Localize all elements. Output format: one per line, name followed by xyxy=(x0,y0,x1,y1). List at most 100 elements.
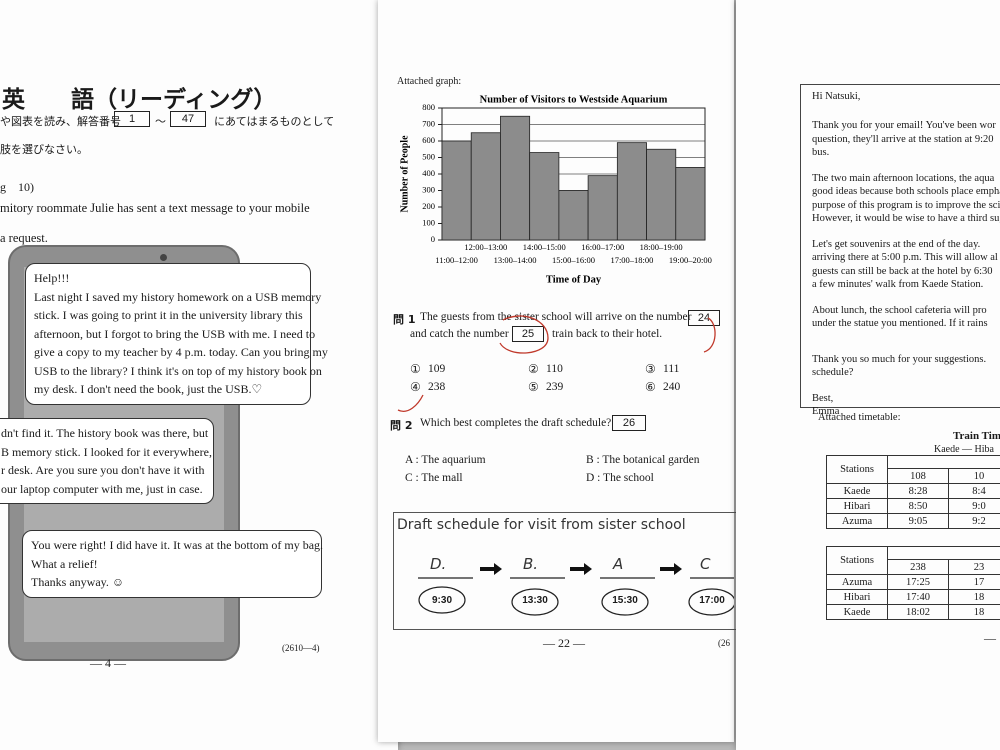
option-number: ② xyxy=(528,362,539,376)
text-line: B memory stick. I looked for it everywhe… xyxy=(1,444,212,459)
draft-answer: D. xyxy=(430,555,447,573)
table-row: 108 10 xyxy=(827,468,1000,484)
y-tick-label: 800 xyxy=(422,102,435,112)
option: B : The botanical garden xyxy=(586,454,700,466)
page-code: (2610—4) xyxy=(282,643,320,653)
instruction: や図表を読み、解答番号 xyxy=(0,115,121,128)
text-line: Let's get souvenirs at the end of the da… xyxy=(812,238,981,250)
timetable: Stations 238 23 Azuma 17:25 17 Hibari 17:40 18 Ka… xyxy=(826,546,1000,620)
x-tick-label: 12:00–13:00 xyxy=(464,242,507,252)
bar xyxy=(470,132,501,241)
x-tick-label: 13:00–14:00 xyxy=(494,255,537,265)
arrow xyxy=(480,563,502,575)
draft-title: Draft schedule for visit from sister sch… xyxy=(397,517,686,533)
text-line: good ideas because both schools place em… xyxy=(812,186,1000,197)
time-oval xyxy=(511,588,559,616)
option-value: 239 xyxy=(546,381,564,393)
cell: Kaede xyxy=(826,604,888,620)
text-line: our laptop computer with me, just in cas… xyxy=(1,481,203,496)
red-marks xyxy=(397,315,716,412)
x-tick-label: 11:00–12:00 xyxy=(435,255,478,265)
time-oval xyxy=(418,586,466,614)
y-tick-label: 400 xyxy=(422,168,435,178)
page-number: — 4 — xyxy=(90,656,126,670)
tilde: ～ xyxy=(155,116,166,128)
table-row: Hibari 17:40 18 xyxy=(826,589,1000,605)
text-line: guests can still be back at the hotel by… xyxy=(812,265,993,277)
header-cell: 10 xyxy=(948,468,1000,484)
page-number: — xyxy=(984,631,996,645)
y-tick-label: 200 xyxy=(422,201,435,211)
chart-title: Number of Visitors to Westside Aquarium xyxy=(480,94,668,105)
option-value: 240 xyxy=(663,381,681,393)
time-oval xyxy=(688,588,734,616)
right-paper: Hi Natsuki, Thank you for your email! Yo… xyxy=(736,0,1000,750)
text-line: a request. xyxy=(0,231,48,245)
text-line: Thank you so much for your suggestions. xyxy=(812,353,987,365)
text-line: Last night I saved my history homework o… xyxy=(34,289,322,304)
text-line: arriving there at 5:00 p.m. This will al… xyxy=(812,252,998,263)
blanks xyxy=(418,577,734,616)
answer-box: 25 xyxy=(512,326,544,342)
y-tick-label: 300 xyxy=(422,184,435,194)
cell: 8:50 xyxy=(887,498,949,514)
text-line: However, it would be wise to have a thir… xyxy=(812,213,1000,224)
option-number: ③ xyxy=(645,362,656,376)
timetable-subtitle: Kaede — Hiba xyxy=(934,444,994,455)
table-row: Azuma 9:05 9:2 xyxy=(826,513,1000,529)
y-tick-label: 600 xyxy=(422,135,435,145)
table-row: Hibari 8:50 9:0 xyxy=(826,498,1000,514)
cell: 18 xyxy=(948,589,1000,605)
question-text: Which best completes the draft schedule? xyxy=(420,417,612,429)
text-line: purpose of this program is to improve th… xyxy=(812,199,1000,211)
option: C : The mall xyxy=(405,472,463,484)
bar xyxy=(587,175,618,241)
section: g 10) xyxy=(0,180,34,194)
arrow xyxy=(570,563,592,575)
draft-time: 15:30 xyxy=(612,595,638,606)
table-row: Kaede 8:28 8:4 xyxy=(826,483,1000,499)
cell: 9:05 xyxy=(887,513,949,529)
instruction: 肢を選びなさい。 xyxy=(0,143,88,156)
text-line: You were right! I did have it. It was at… xyxy=(31,538,324,552)
question-text: train back to their hotel. xyxy=(552,328,663,340)
timetable-title: Train Tim xyxy=(953,430,1000,442)
text-line: dn't find it. The history book was there… xyxy=(1,426,209,440)
text-line: r desk. Are you sure you don't have it w… xyxy=(1,463,205,477)
draft-answer: C xyxy=(700,555,711,573)
page-number: — 22 — xyxy=(543,636,585,650)
cell: 17:40 xyxy=(887,589,949,605)
marks xyxy=(397,315,716,412)
middle-paper: Attached graph: Number of Visitors to We… xyxy=(378,0,739,742)
answer-box: 1 xyxy=(114,111,150,127)
cell: 17 xyxy=(948,574,1000,590)
bar xyxy=(500,115,531,241)
text-line: schedule? xyxy=(812,367,854,378)
option-value: 110 xyxy=(546,363,563,375)
bar xyxy=(441,140,472,241)
x-tick-label: 18:00–19:00 xyxy=(640,242,683,252)
option-number: ④ xyxy=(410,380,421,394)
text-line: question, they'll arrive at the station … xyxy=(812,133,994,145)
draft-time: 13:30 xyxy=(522,595,548,606)
question-text: and catch the number xyxy=(410,328,509,340)
option-number: ① xyxy=(410,362,421,376)
cell: 18 xyxy=(948,604,1000,620)
draft-time: 9:30 xyxy=(431,595,452,606)
cell: 9:2 xyxy=(948,513,1000,529)
title: 英 語（リーディング） xyxy=(2,87,277,113)
header-cell: Stations xyxy=(826,455,888,484)
question-number: 問 1 xyxy=(393,313,416,326)
red-stroke xyxy=(703,317,716,353)
header-cell xyxy=(887,546,1000,560)
text-line: bus. xyxy=(812,147,830,158)
bar xyxy=(529,152,560,241)
answer-box: 26 xyxy=(612,415,646,431)
text-line: a few minutes' walk from Kaede Station. xyxy=(812,279,984,290)
header-cell: 23 xyxy=(948,559,1000,575)
email-frame xyxy=(800,84,1000,408)
x-tick-label: 14:00–15:00 xyxy=(523,242,566,252)
x-tick-label: 17:00–18:00 xyxy=(610,255,653,265)
red-circle xyxy=(499,315,549,354)
text-line: Help!!! xyxy=(34,271,70,285)
